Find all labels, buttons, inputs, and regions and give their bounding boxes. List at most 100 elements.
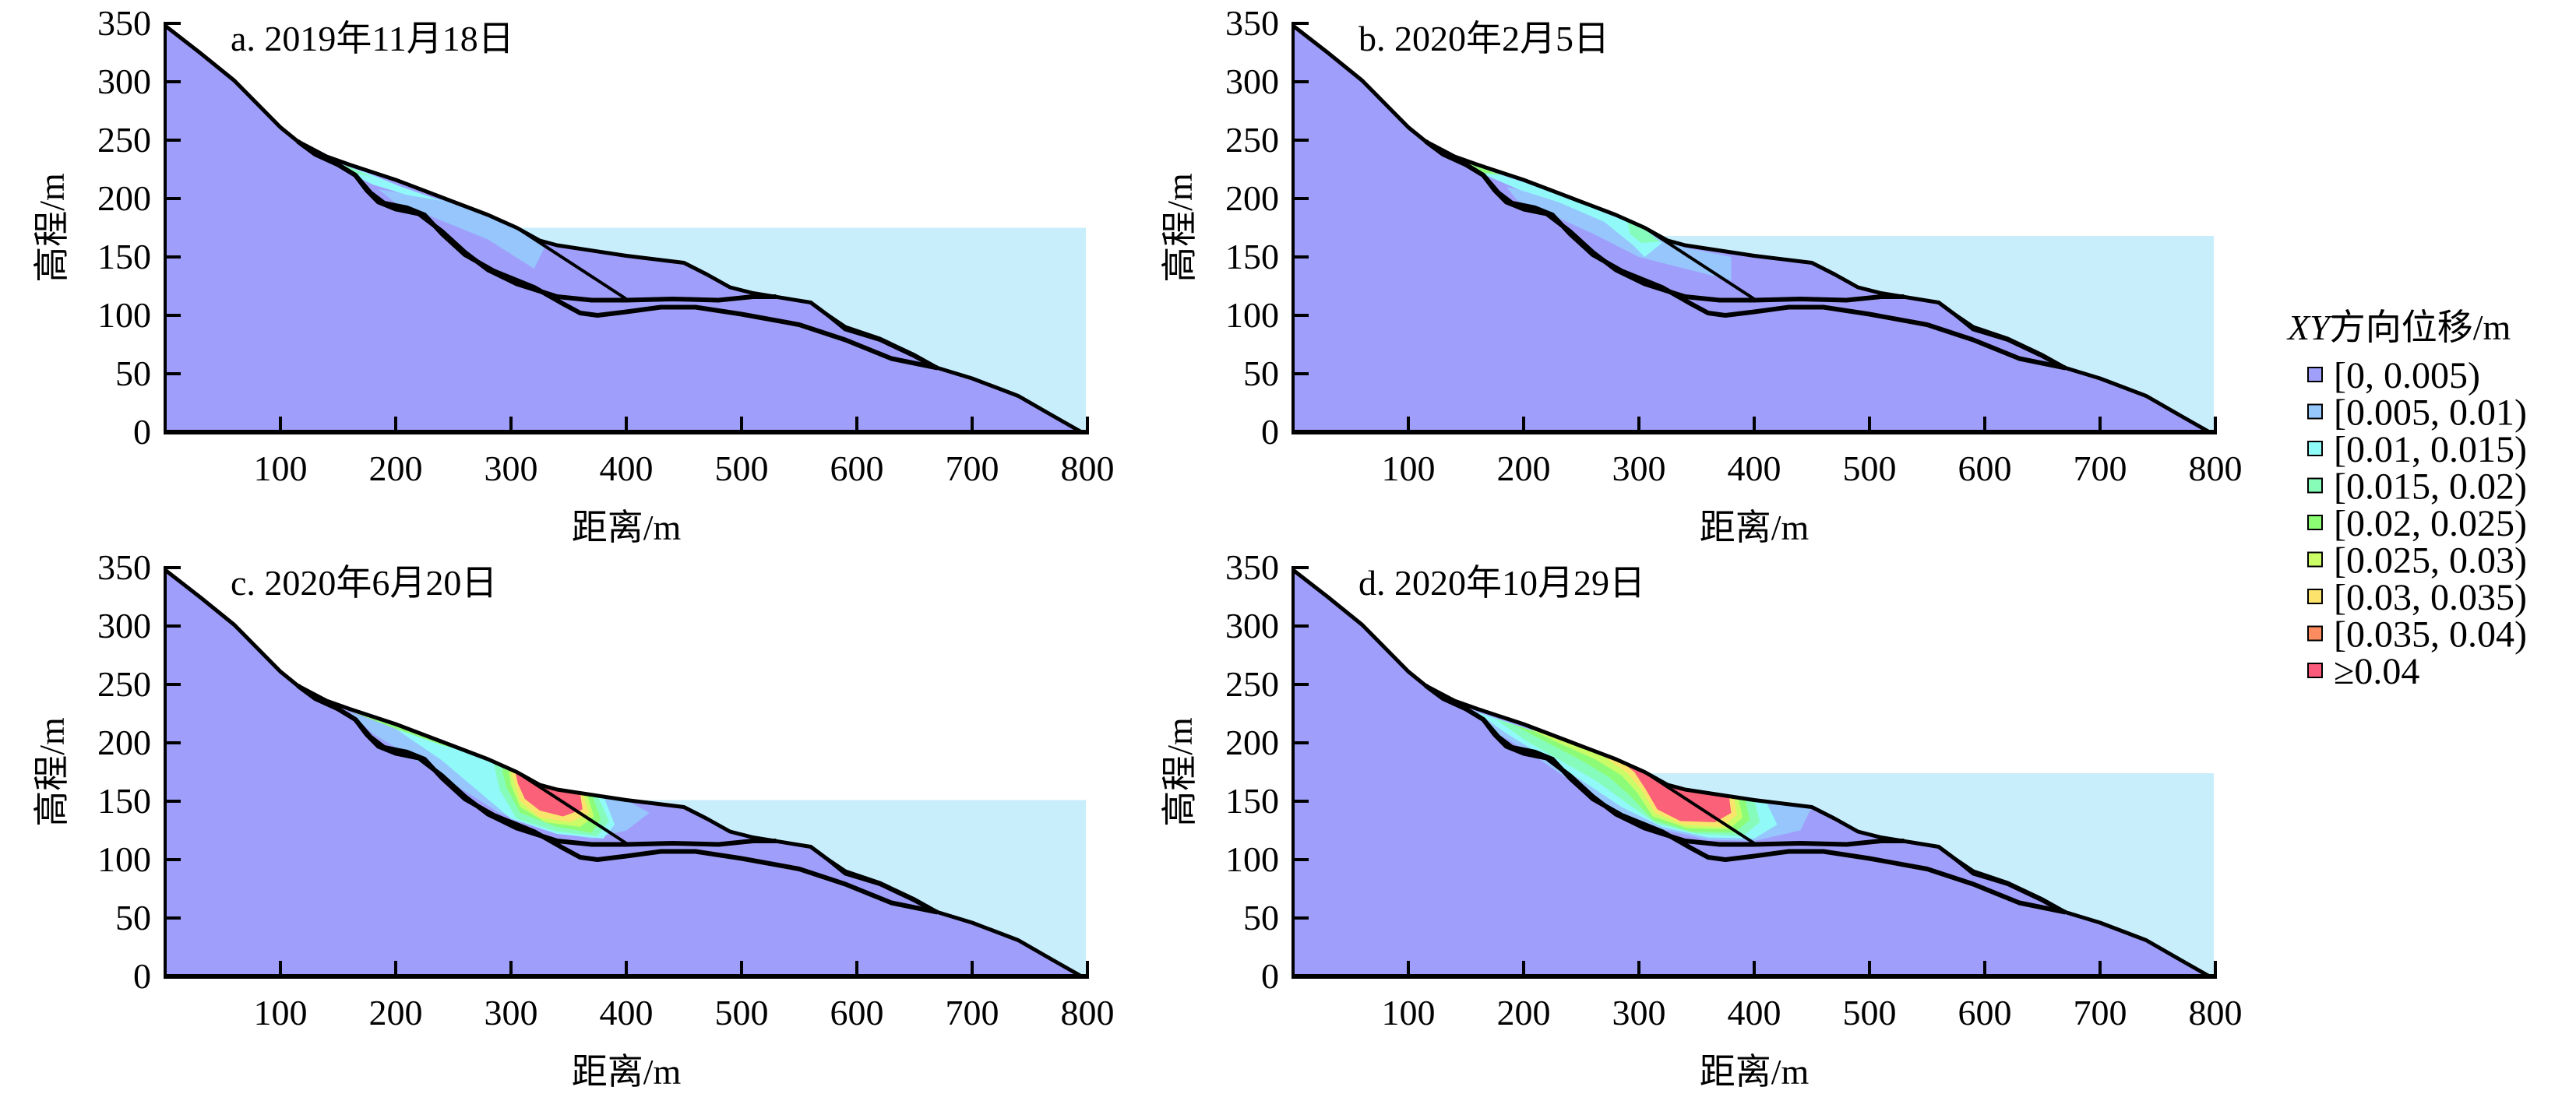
x-axis-title: 距离/m	[572, 508, 682, 547]
toe-upper-line	[1937, 845, 2061, 912]
y-axis-title: 高程/m	[1160, 717, 1200, 827]
y-tick-label: 200	[97, 723, 151, 762]
y-tick-label: 50	[115, 354, 151, 393]
legend-title-italic: XY	[2286, 308, 2333, 347]
front-scarp-line	[1644, 226, 1756, 301]
panel-title: a. 2019年11月18日	[231, 19, 514, 58]
x-tick-label: 200	[369, 993, 423, 1032]
x-tick-label: 300	[485, 448, 538, 488]
y-tick-label: 150	[1225, 781, 1279, 821]
x-axis-title: 距离/m	[1700, 508, 1810, 547]
legend-label: [0.035, 0.04)	[2334, 614, 2527, 656]
legend-label: [0.01, 0.015)	[2334, 429, 2527, 470]
y-tick-label: 100	[1225, 839, 1279, 879]
y-tick-label: 350	[1225, 3, 1279, 43]
panel-a: 0 50 100 150 200 250 300 350 100 200 300 400 500 600 7…	[32, 3, 1115, 547]
sliding-surface-deep-line	[353, 718, 939, 915]
legend-swatch	[2307, 477, 2323, 494]
x-tick-label: 400	[600, 993, 654, 1032]
x-axis-title: 距离/m	[572, 1052, 682, 1092]
legend-item: [0, 0.005)	[2307, 355, 2480, 396]
legend-title: XY方向位移/m	[2286, 308, 2511, 347]
legend-label: [0.025, 0.03)	[2334, 540, 2527, 582]
x-tick-label: 800	[1061, 448, 1115, 488]
x-tick-label: 500	[1843, 993, 1897, 1032]
y-tick-label: 0	[133, 412, 151, 452]
x-tick-label: 200	[1497, 448, 1551, 488]
x-tick-label: 600	[830, 448, 884, 488]
y-tick-label: 350	[1225, 547, 1279, 587]
y-axis-title: 高程/m	[32, 717, 72, 827]
y-tick-label: 300	[97, 606, 151, 645]
legend-items: [0, 0.005)[0.005, 0.01)[0.01, 0.015)[0.0…	[2307, 355, 2527, 692]
legend-swatch	[2307, 403, 2323, 420]
x-tick-label: 100	[1382, 993, 1436, 1032]
y-tick-label: 250	[97, 120, 151, 160]
displacement-zone	[1466, 164, 1662, 257]
x-tick-label: 500	[1843, 448, 1897, 488]
toe-upper-line	[809, 845, 933, 912]
y-tick-label: 50	[1243, 354, 1279, 393]
y-tick-label: 100	[1225, 295, 1279, 335]
y-tick-label: 100	[97, 295, 151, 335]
y-tick-label: 150	[1225, 237, 1279, 276]
legend-item: [0.025, 0.03)	[2307, 540, 2527, 582]
y-tick-label: 0	[1261, 956, 1279, 996]
y-axis-title: 高程/m	[32, 173, 72, 283]
x-tick-label: 800	[1061, 993, 1115, 1032]
displacement-zone	[378, 189, 546, 269]
legend-label: [0.02, 0.025)	[2334, 503, 2527, 544]
front-scarp-line	[516, 226, 628, 301]
y-tick-label: 100	[97, 839, 151, 879]
x-tick-label: 700	[946, 448, 999, 488]
legend-item: [0.01, 0.015)	[2307, 429, 2527, 470]
x-tick-label: 600	[1958, 993, 2012, 1032]
legend-swatch	[2307, 367, 2323, 382]
y-tick-label: 0	[133, 956, 151, 996]
legend-item: [0.005, 0.01)	[2307, 392, 2527, 434]
legend-label: [0.005, 0.01)	[2334, 392, 2527, 434]
y-tick-label: 250	[1225, 120, 1279, 160]
y-tick-label: 250	[1225, 664, 1279, 704]
legend-item: [0.015, 0.02)	[2307, 466, 2527, 508]
y-tick-label: 50	[1243, 898, 1279, 937]
x-tick-label: 100	[254, 993, 308, 1032]
x-tick-label: 200	[1497, 993, 1551, 1032]
x-tick-label: 400	[600, 448, 654, 488]
toe-upper-line	[1937, 301, 2061, 368]
y-tick-label: 200	[1225, 178, 1279, 218]
x-tick-label: 100	[1382, 448, 1436, 488]
y-tick-label: 200	[1225, 723, 1279, 762]
x-tick-label: 600	[1958, 448, 2012, 488]
panel-c: 0 50 100 150 200 250 300 350 100 200 300 400 500 600 7…	[32, 547, 1115, 1092]
panel-title: d. 2020年10月29日	[1358, 563, 1645, 603]
legend-label: [0, 0.005)	[2334, 355, 2480, 396]
legend-item: [0.03, 0.035)	[2307, 577, 2527, 618]
legend-label: [0.03, 0.035)	[2334, 577, 2527, 618]
sliding-surface-deep-line	[353, 174, 939, 371]
y-tick-label: 200	[97, 178, 151, 218]
x-tick-label: 500	[715, 448, 769, 488]
toe-upper-line	[809, 301, 933, 368]
legend-swatch	[2307, 625, 2323, 642]
panel-title: c. 2020年6月20日	[231, 563, 497, 603]
legend-swatch	[2307, 589, 2323, 604]
x-tick-label: 700	[2074, 993, 2127, 1032]
x-tick-label: 800	[2189, 993, 2243, 1032]
x-tick-label: 700	[2074, 448, 2127, 488]
x-tick-label: 300	[1612, 993, 1666, 1032]
y-tick-label: 300	[1225, 606, 1279, 645]
legend-swatch	[2307, 551, 2323, 568]
x-tick-label: 200	[369, 448, 423, 488]
legend-label: ≥0.04	[2334, 651, 2419, 692]
legend-swatch	[2307, 663, 2323, 678]
sliding-surface-deep-line	[1481, 718, 2067, 915]
y-tick-label: 150	[97, 781, 151, 821]
front-scarp-line	[1644, 770, 1756, 845]
y-tick-label: 300	[97, 62, 151, 101]
y-tick-label: 250	[97, 664, 151, 704]
front-scarp-line	[516, 770, 628, 845]
x-tick-label: 300	[1612, 448, 1666, 488]
